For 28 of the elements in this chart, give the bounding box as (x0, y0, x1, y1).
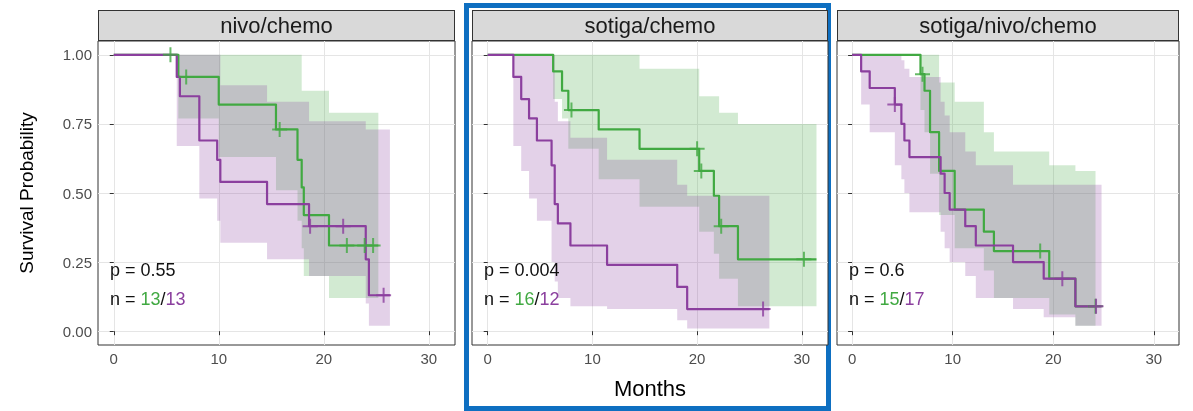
x-tick-label: 30 (420, 350, 438, 367)
x-tick-label: 0 (109, 350, 118, 367)
x-tick-label: 20 (1044, 350, 1062, 367)
annotation: p = 0.004 (484, 260, 560, 280)
x-tick-label: 10 (944, 350, 962, 367)
x-axis-title: Months (613, 375, 687, 401)
x-tick-label: 0 (483, 350, 492, 367)
y-axis-title: Survival Probability (16, 111, 37, 274)
x-tick-label: 30 (1145, 350, 1163, 367)
y-tick-label: 0.00 (62, 322, 92, 340)
chart-title: nivo/chemo (98, 10, 455, 41)
x-tick-label: 10 (584, 350, 601, 367)
x-tick-label: 20 (315, 350, 333, 367)
x-tick-label: 20 (688, 350, 706, 367)
annotation: p = 0.55 (110, 260, 176, 280)
annotation: p = 0.6 (849, 260, 905, 280)
y-tick-label: 1.00 (62, 46, 92, 64)
annotation: n = 16/12 (484, 289, 560, 309)
annotation: n = 13/13 (110, 289, 186, 309)
annotation: n = 15/17 (849, 289, 925, 309)
x-tick-label: 0 (847, 350, 857, 367)
y-tick-label: 0.25 (62, 253, 92, 271)
chart-title: sotiga/nivo/chemo (837, 10, 1179, 41)
y-tick-label: 0.75 (62, 115, 92, 133)
x-tick-label: 10 (210, 350, 228, 367)
y-tick-label: 0.50 (62, 184, 92, 202)
x-tick-label: 30 (793, 350, 811, 367)
chart-title: sotiga/chemo (472, 10, 828, 41)
